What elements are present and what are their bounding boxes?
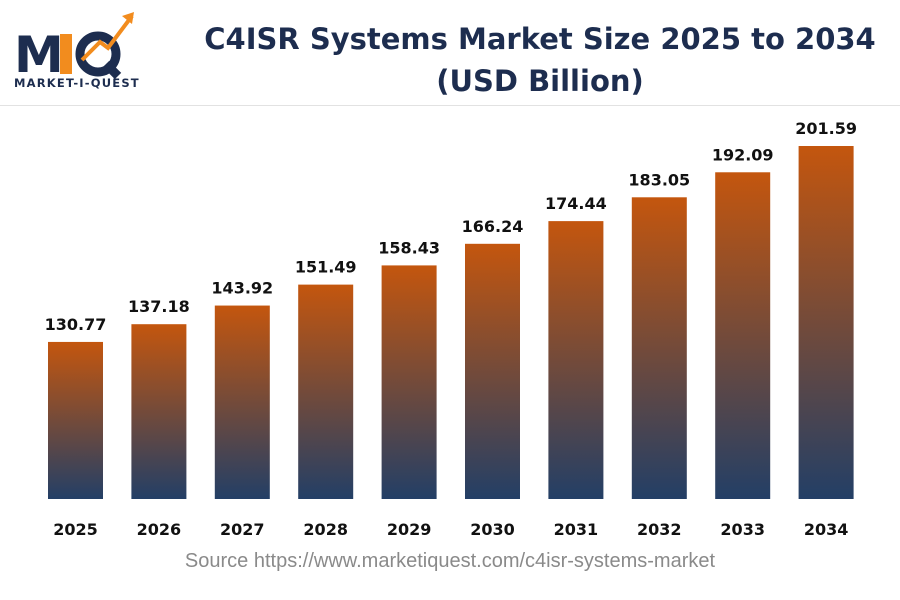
x-tick-label: 2025: [53, 520, 98, 539]
bar-2027: [214, 305, 270, 499]
logo-text: MARKET-I-QUEST: [14, 76, 140, 90]
value-label: 201.59: [795, 119, 857, 138]
x-tick-label: 2033: [720, 520, 765, 539]
source-note: Source https://www.marketiquest.com/c4is…: [184, 550, 716, 572]
x-tick-label: 2029: [387, 520, 432, 539]
bar-2031: [548, 221, 604, 499]
x-tick-label: 2028: [303, 520, 348, 539]
bar-2034: [798, 146, 854, 499]
divider: [0, 105, 900, 106]
x-tick-label: 2032: [637, 520, 682, 539]
value-label: 151.49: [295, 258, 357, 277]
value-label: 183.05: [628, 170, 690, 189]
bar-2026: [131, 324, 187, 499]
bar-2030: [465, 243, 520, 499]
logo: M: [14, 12, 134, 84]
bar-2032: [631, 197, 687, 500]
value-label: 130.77: [45, 315, 107, 334]
x-tick-label: 2034: [804, 520, 849, 539]
value-label: 158.43: [378, 238, 440, 257]
value-label: 174.44: [545, 194, 607, 213]
x-tick-label: 2031: [554, 520, 599, 539]
value-label: 166.24: [462, 217, 524, 236]
x-tick-label: 2030: [470, 520, 515, 539]
bar-2029: [381, 265, 437, 499]
bar-2025: [48, 341, 103, 499]
value-label: 143.92: [211, 279, 273, 298]
x-tick-label: 2027: [220, 520, 265, 539]
value-label: 137.18: [128, 297, 190, 316]
value-label: 192.09: [712, 145, 774, 164]
chart-title: C4ISR Systems Market Size 2025 to 2034 (…: [204, 22, 876, 98]
svg-text:M: M: [14, 26, 64, 84]
bar-2033: [715, 172, 771, 500]
bar-2028: [298, 284, 354, 499]
x-tick-label: 2026: [137, 520, 182, 539]
